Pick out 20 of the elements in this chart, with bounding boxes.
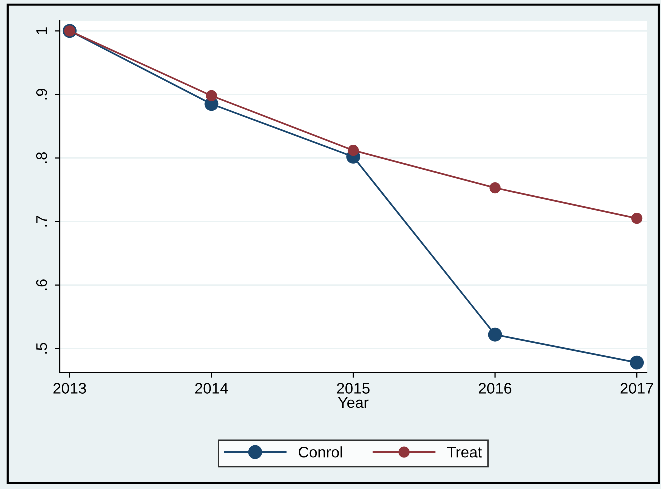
point — [632, 213, 643, 224]
x-tick-label: 2014 — [195, 383, 228, 394]
point — [348, 145, 360, 156]
y-tick-label: 1 — [36, 28, 48, 34]
point — [630, 356, 644, 370]
legend-label: Treat — [447, 447, 482, 458]
point — [488, 328, 502, 342]
x-tick-label: 2016 — [479, 383, 512, 394]
legend-label: Conrol — [298, 446, 342, 458]
x-tick-label: 2015 — [337, 383, 370, 394]
x-tick-label: 2017 — [620, 383, 654, 394]
point — [490, 182, 501, 194]
x-axis-title: Year — [338, 398, 369, 408]
point — [206, 90, 218, 102]
y-tick-label: .9 — [36, 89, 48, 100]
y-tick-label: .6 — [36, 280, 48, 290]
y-tick-label: .8 — [36, 152, 48, 164]
x-tick-label: 2013 — [54, 383, 86, 394]
y-tick-label: .7 — [36, 216, 48, 227]
y-tick-label: .5 — [36, 343, 48, 354]
